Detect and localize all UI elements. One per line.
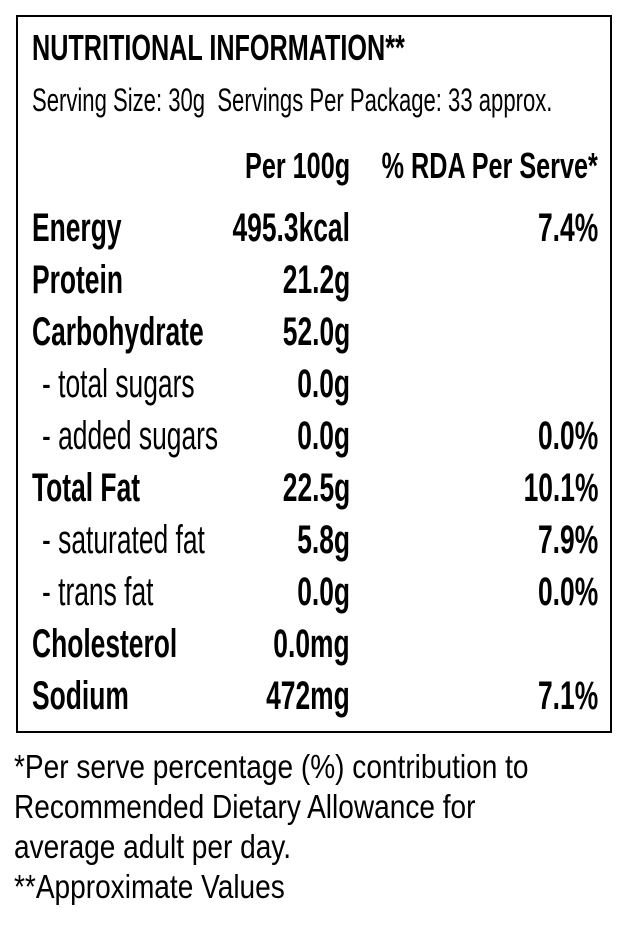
per-100g-value: 21.2g: [282, 258, 350, 302]
per-100g-value: 0.0mg: [273, 622, 350, 666]
serving-info: Serving Size: 30g Servings Per Package: …: [32, 82, 553, 118]
nutrient-name: Cholesterol: [32, 622, 178, 666]
rda-value: 7.1%: [537, 674, 598, 718]
rda-value: 0.0%: [537, 570, 598, 614]
per-100g-value: 495.3kcal: [232, 206, 350, 250]
label-box: [16, 15, 612, 733]
nutrient-name: Carbohydrate: [32, 310, 204, 354]
footnote: **Approximate Values: [14, 868, 285, 905]
nutrient-name: Total Fat: [32, 466, 141, 510]
nutrient-name: Protein: [32, 258, 123, 302]
footnote: average adult per day.: [14, 828, 292, 865]
rda-value: 7.4%: [537, 206, 598, 250]
column-header: % RDA Per Serve*: [381, 145, 598, 186]
nutrient-name: - saturated fat: [42, 518, 205, 562]
nutrient-name: - total sugars: [42, 362, 195, 406]
column-header: Per 100g: [244, 145, 350, 186]
nutrient-name: - trans fat: [42, 570, 154, 614]
nutrient-name: - added sugars: [42, 414, 219, 458]
per-100g-value: 472mg: [266, 674, 350, 718]
nutrient-name: Energy: [32, 206, 122, 250]
per-100g-value: 22.5g: [282, 466, 350, 510]
per-100g-value: 0.0g: [297, 570, 350, 614]
per-100g-value: 0.0g: [297, 362, 350, 406]
footnote: *Per serve percentage (%) contribution t…: [14, 748, 529, 785]
rda-value: 7.9%: [537, 518, 598, 562]
nutrient-name: Sodium: [32, 674, 129, 718]
rda-value: 0.0%: [537, 414, 598, 458]
per-100g-value: 52.0g: [282, 310, 350, 354]
title: NUTRITIONAL INFORMATION**: [32, 27, 405, 68]
rda-value: 10.1%: [523, 466, 598, 510]
per-100g-value: 5.8g: [297, 518, 350, 562]
footnote: Recommended Dietary Allowance for: [14, 788, 476, 825]
per-100g-value: 0.0g: [297, 414, 350, 458]
